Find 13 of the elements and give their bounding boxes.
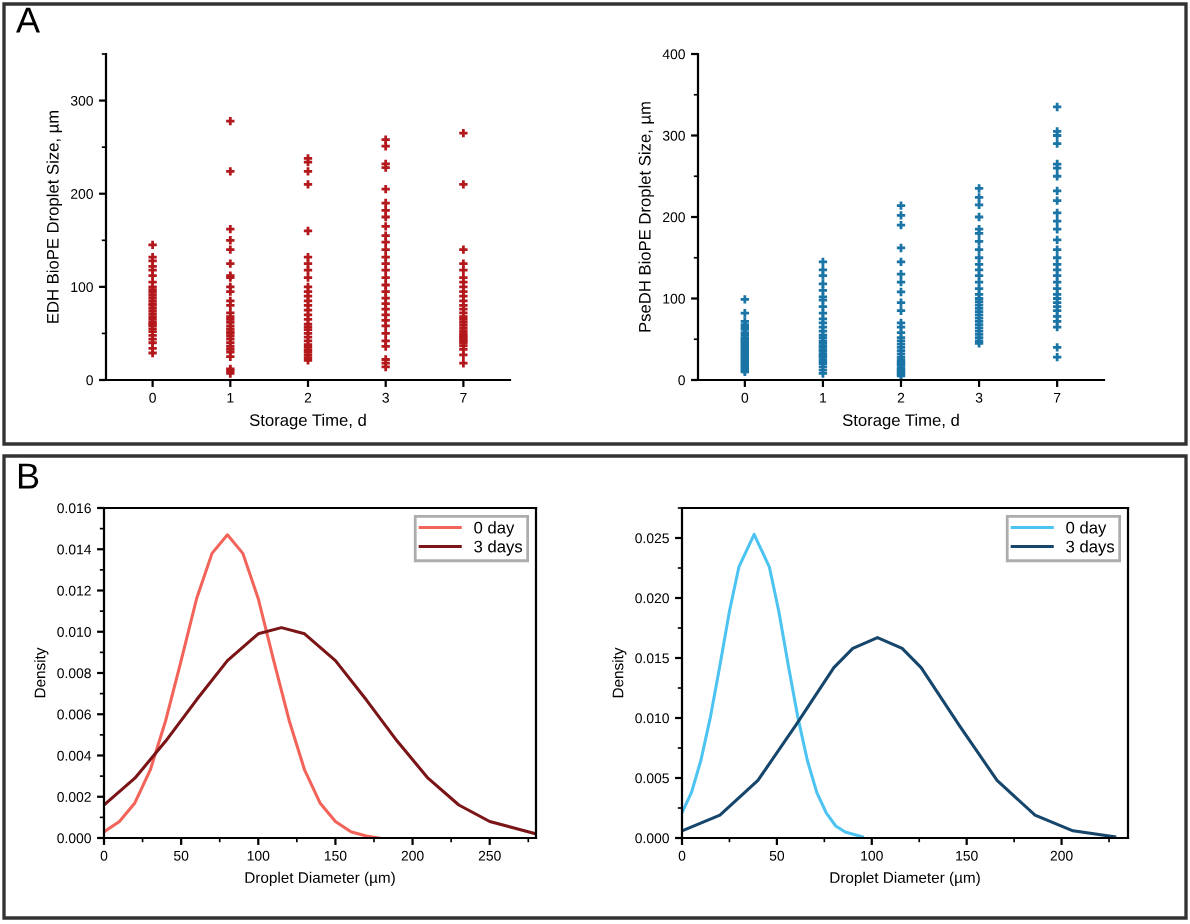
text: B [18, 463, 39, 489]
legend-label: 3 days [474, 540, 523, 556]
legend-label: 0 day [1066, 521, 1107, 537]
legend-label: 0 day [474, 521, 515, 537]
x-axis-title: Storage Time, d [842, 413, 959, 430]
line-series [682, 532, 864, 838]
line-series [682, 636, 1117, 838]
text: A [16, 7, 41, 33]
line-series [104, 533, 381, 838]
x-axis-title: Storage Time, d [249, 413, 366, 430]
legend-label: 3 days [1066, 540, 1115, 556]
y-axis-title: EDH BioPE Droplet Size, µm [46, 110, 62, 323]
y-axis-title: PseDH BioPE Droplet Size, µm [638, 102, 654, 332]
